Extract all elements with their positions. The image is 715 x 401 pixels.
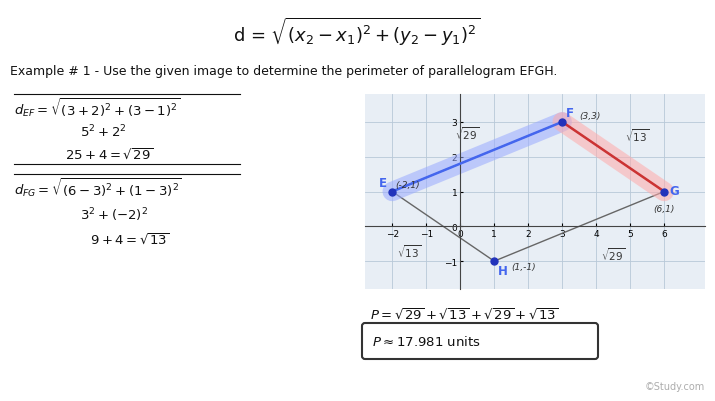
Text: $\sqrt{29}$: $\sqrt{29}$ bbox=[455, 125, 479, 142]
Text: $d_{EF}=\sqrt{(3+2)^2+(3-1)^2}$: $d_{EF}=\sqrt{(3+2)^2+(3-1)^2}$ bbox=[14, 96, 181, 119]
Text: d = $\sqrt{(x_2-x_1)^2 + (y_2-y_1)^2}$: d = $\sqrt{(x_2-x_1)^2 + (y_2-y_1)^2}$ bbox=[233, 16, 480, 48]
FancyBboxPatch shape bbox=[362, 323, 598, 359]
Text: $\sqrt{29}$: $\sqrt{29}$ bbox=[601, 246, 626, 263]
Text: $P\approx 17.981\ \mathrm{units}$: $P\approx 17.981\ \mathrm{units}$ bbox=[372, 334, 481, 348]
Text: E: E bbox=[379, 176, 387, 189]
Text: $d_{FG}=\sqrt{(6-3)^2+(1-3)^2}$: $d_{FG}=\sqrt{(6-3)^2+(1-3)^2}$ bbox=[14, 176, 182, 199]
Text: $P=\sqrt{29}+\sqrt{13}+\sqrt{29}+\sqrt{13}$: $P=\sqrt{29}+\sqrt{13}+\sqrt{29}+\sqrt{1… bbox=[370, 307, 559, 322]
Text: ©Study.com: ©Study.com bbox=[645, 381, 705, 391]
Text: $\sqrt{13}$: $\sqrt{13}$ bbox=[625, 127, 649, 144]
Text: Example # 1 - Use the given image to determine the perimeter of parallelogram EF: Example # 1 - Use the given image to det… bbox=[10, 65, 558, 78]
Text: (-2,1): (-2,1) bbox=[395, 180, 420, 189]
Text: (6,1): (6,1) bbox=[654, 204, 675, 213]
Text: $9+4=\sqrt{13}$: $9+4=\sqrt{13}$ bbox=[90, 232, 170, 247]
Text: $25+4=\sqrt{29}$: $25+4=\sqrt{29}$ bbox=[65, 147, 153, 162]
Text: H: H bbox=[498, 264, 508, 277]
Text: (1,-1): (1,-1) bbox=[511, 262, 536, 271]
Text: (3,3): (3,3) bbox=[579, 112, 601, 121]
Text: F: F bbox=[566, 107, 573, 120]
Text: $\sqrt{13}$: $\sqrt{13}$ bbox=[397, 242, 421, 259]
Text: $3^2+(-2)^2$: $3^2+(-2)^2$ bbox=[80, 206, 148, 223]
Text: $5^2+2^2$: $5^2+2^2$ bbox=[80, 124, 127, 140]
Text: G: G bbox=[669, 185, 679, 198]
